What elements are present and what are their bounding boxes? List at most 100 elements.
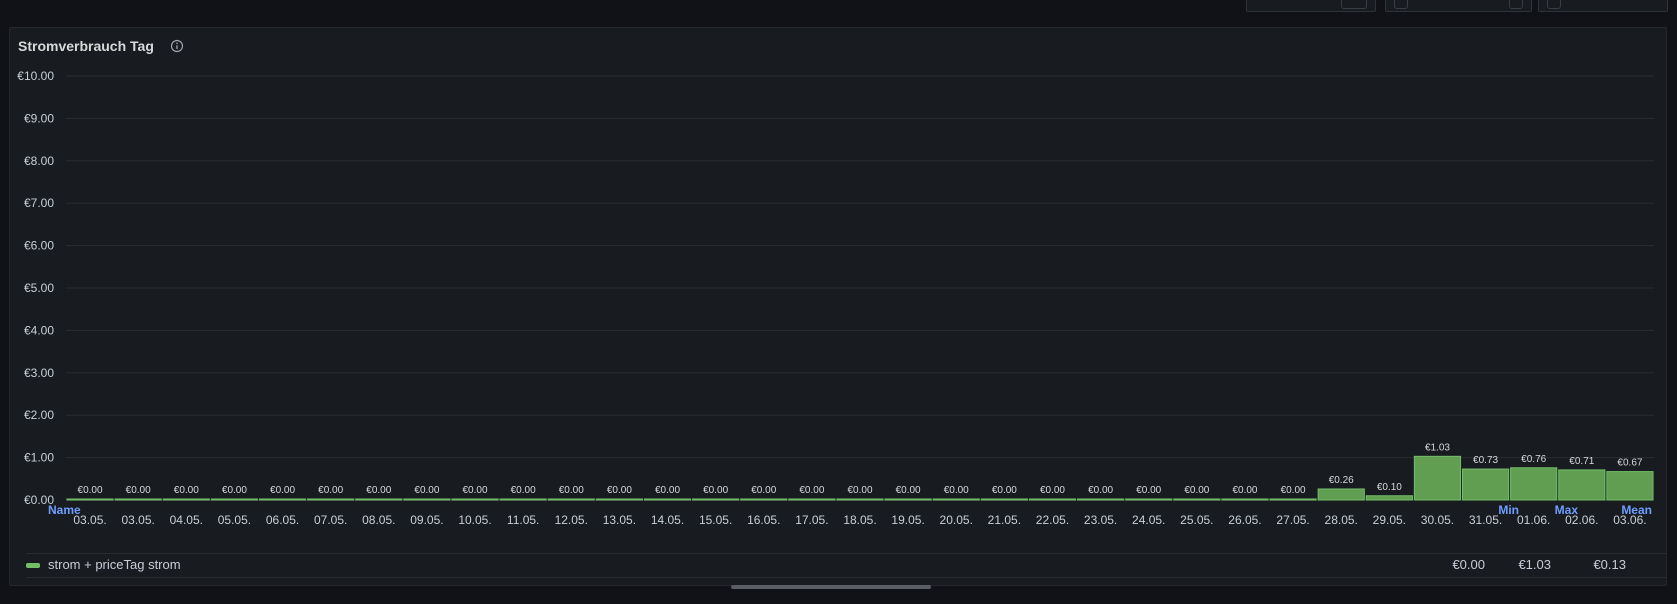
bar [1028, 498, 1077, 501]
legend-color-swatch [26, 563, 40, 568]
bar-value-label: €0.00 [1184, 485, 1209, 496]
bar-value-label: €0.00 [1040, 485, 1065, 496]
bar-value-label: €0.00 [559, 485, 584, 496]
y-tick-label: €0.00 [24, 493, 54, 507]
bar-value-label: €0.00 [607, 485, 632, 496]
legend-series-name[interactable]: strom + priceTag strom [48, 557, 181, 572]
bar [451, 498, 499, 501]
x-tick-label: 16.05. [747, 513, 780, 527]
bar [114, 498, 162, 501]
bar-value-label: €1.03 [1425, 442, 1450, 453]
bar-value-label: €0.00 [511, 485, 536, 496]
x-tick-label: 31.05. [1469, 513, 1502, 527]
bar [258, 498, 307, 501]
y-tick-label: €1.00 [24, 451, 54, 465]
refresh-icon [1547, 0, 1561, 9]
bar-value-label: €0.00 [126, 485, 151, 496]
x-tick-label: 08.05. [362, 513, 395, 527]
bar [1317, 488, 1365, 501]
toolbar-toggle-control[interactable] [1246, 0, 1376, 12]
bar [1413, 455, 1462, 501]
bar [643, 498, 692, 501]
bar-value-label: €0.00 [78, 485, 103, 496]
bar [1221, 498, 1269, 501]
bar-value-label: €0.00 [222, 485, 247, 496]
y-tick-label: €9.00 [24, 111, 54, 125]
zoom-out-icon [1509, 0, 1523, 9]
x-tick-label: 11.05. [507, 513, 539, 527]
x-tick-label: 07.05. [314, 513, 347, 527]
horizontal-scrollbar[interactable] [731, 585, 931, 589]
legend-mean-value: €0.13 [1593, 557, 1626, 572]
bar [1510, 467, 1558, 501]
info-circle-icon[interactable] [170, 39, 184, 53]
bar [1173, 498, 1221, 501]
bar [499, 498, 547, 501]
bar-value-label: €0.00 [896, 485, 921, 496]
bar-value-label: €0.00 [1281, 485, 1306, 496]
bar-value-label: €0.71 [1569, 456, 1594, 467]
bar-value-label: €0.00 [847, 485, 872, 496]
bar [595, 498, 643, 501]
refresh-button[interactable] [1538, 0, 1668, 12]
bar-value-label: €0.00 [174, 485, 199, 496]
bar [1606, 471, 1654, 501]
y-tick-label: €4.00 [24, 323, 54, 337]
bar-chart: €0.00 €1.00 €2.00 €3.00 €4.00 €5.00 €6.00 €7.00… [17, 69, 1654, 527]
legend-header-name[interactable]: Name [48, 503, 81, 517]
legend-max-value: €1.03 [1518, 557, 1551, 572]
panel-header: Stromverbrauch Tag [18, 36, 184, 56]
x-tick-label: 06.05. [266, 513, 299, 527]
bar [210, 498, 259, 501]
y-tick-label: €3.00 [24, 366, 54, 380]
bar [66, 498, 114, 501]
bar [788, 498, 836, 501]
bar [692, 498, 740, 501]
x-tick-label: 22.05. [1036, 513, 1069, 527]
bar-value-label: €0.00 [799, 485, 824, 496]
bar [932, 498, 980, 501]
time-picker-button[interactable] [1385, 0, 1532, 12]
legend-row[interactable]: strom + priceTag strom €0.00 €1.03 €0.13 [26, 554, 1666, 577]
bar [740, 498, 788, 501]
bar-value-label: €0.00 [366, 485, 391, 496]
x-tick-label: 21.05. [988, 513, 1021, 527]
x-tick-label: 23.05. [1084, 513, 1117, 527]
bar [1365, 495, 1413, 501]
bar [1269, 498, 1317, 501]
legend-header-max[interactable]: Max [1554, 503, 1578, 517]
bar [307, 498, 355, 501]
bar-value-label: €0.00 [944, 485, 969, 496]
bar [1077, 498, 1125, 501]
legend-header-mean[interactable]: Mean [1621, 503, 1652, 517]
bar-value-label: €0.00 [1232, 485, 1257, 496]
bar [355, 498, 403, 501]
x-tick-label: 18.05. [843, 513, 876, 527]
x-tick-label: 10.05. [458, 513, 491, 527]
bar-value-label: €0.00 [270, 485, 295, 496]
bar-value-label: €0.26 [1329, 475, 1354, 486]
legend-divider [26, 553, 1666, 554]
panel-title: Stromverbrauch Tag [18, 38, 154, 54]
bar [162, 498, 210, 501]
bar [1461, 468, 1510, 501]
chart-panel: €0.00 €1.00 €2.00 €3.00 €4.00 €5.00 €6.00 €7.00… [9, 27, 1667, 586]
bar-value-label: €0.00 [414, 485, 439, 496]
x-tick-label: 24.05. [1132, 513, 1165, 527]
y-tick-label: €5.00 [24, 281, 54, 295]
toggle-switch[interactable] [1341, 0, 1367, 9]
bar [836, 498, 884, 501]
x-tick-label: 05.05. [218, 513, 251, 527]
bar-value-label: €0.10 [1377, 482, 1402, 493]
bar [403, 498, 451, 501]
x-tick-label: 25.05. [1180, 513, 1213, 527]
clock-icon [1394, 0, 1408, 9]
bar [1558, 469, 1606, 501]
x-tick-label: 17.05. [795, 513, 828, 527]
y-tick-label: €10.00 [17, 69, 54, 83]
bar [980, 498, 1028, 501]
x-tick-label: 03.05. [121, 513, 154, 527]
x-tick-label: 20.05. [940, 513, 973, 527]
legend-header-min[interactable]: Min [1498, 503, 1519, 517]
x-tick-label: 03.06. [1613, 513, 1646, 527]
